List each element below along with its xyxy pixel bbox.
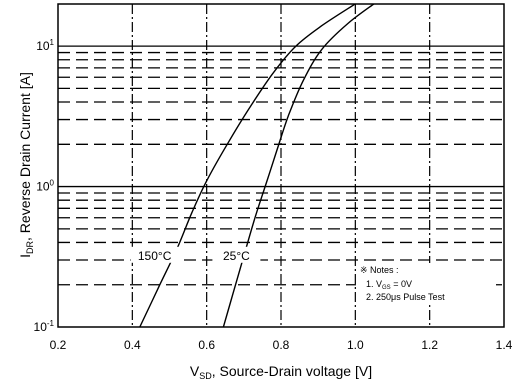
- x-axis-label: VSD, Source-Drain voltage [V]: [190, 363, 372, 381]
- x-tick-label: 1.0: [347, 338, 364, 352]
- x-tick-label: 0.2: [50, 338, 67, 352]
- y-tick-label: 10-1: [34, 319, 55, 334]
- y-axis-label: IDR, Reverse Drain Current [A]: [17, 72, 35, 258]
- notes-line1: 1. VGS = 0V: [366, 279, 412, 291]
- series-label: 150°C: [138, 249, 172, 263]
- x-tick-label: 0.8: [273, 338, 290, 352]
- plot-area: [57, 3, 505, 328]
- y-tick-label: 100: [36, 179, 54, 194]
- x-tick-label: 0.4: [124, 338, 141, 352]
- notes-title: ※ Notes :: [360, 265, 399, 275]
- series-label: 25°C: [223, 249, 250, 263]
- series-label-bg: [130, 246, 179, 263]
- x-tick-labels: 0.2 0.4 0.6 0.8 1.0 1.2 1.4: [50, 338, 513, 352]
- x-tick-label: 1.4: [496, 338, 513, 352]
- notes-box: ※ Notes : 1. VGS = 0V 2. 250μs Pulse Tes…: [356, 263, 496, 305]
- series-labels: 150°C 25°C: [130, 246, 261, 263]
- grid: [58, 4, 504, 327]
- y-tick-labels: 10-1 100 101: [34, 38, 55, 334]
- series-line: [222, 4, 375, 327]
- notes-line2: 2. 250μs Pulse Test: [366, 292, 445, 302]
- y-tick-label: 101: [36, 38, 54, 53]
- x-tick-label: 0.6: [198, 338, 215, 352]
- x-tick-label: 1.2: [421, 338, 438, 352]
- series-label-bg: [212, 246, 261, 263]
